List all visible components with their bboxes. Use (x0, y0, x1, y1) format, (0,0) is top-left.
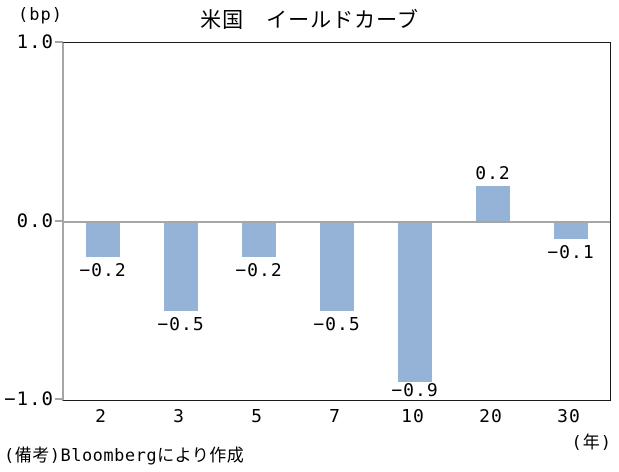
x-tick-label-20: 20 (479, 406, 503, 427)
bar-value-label-10y: −0.9 (391, 380, 439, 401)
y-tick-label: −1.0 (4, 388, 54, 410)
x-tick-label-3: 3 (173, 406, 185, 427)
x-tick-label-5: 5 (251, 406, 263, 427)
chart-title: 米国 イールドカーブ (200, 8, 419, 32)
bar-value-label-2y: −0.2 (79, 260, 127, 282)
bar-value-label-20y: 0.2 (475, 162, 511, 184)
y-tick-mark (55, 41, 63, 43)
plot-area: −0.2 −0.5 −0.2 −0.5 −0.9 0.2 −0.1 (62, 42, 611, 401)
bar-30y (554, 221, 588, 240)
bar-2y (86, 221, 120, 258)
bar-3y (164, 221, 198, 311)
x-tick-label-2: 2 (95, 406, 107, 427)
y-tick-mark (55, 219, 63, 222)
x-axis-unit-label: (年) (571, 433, 612, 453)
bar-5y (242, 221, 276, 258)
y-tick-label: 0.0 (16, 209, 54, 232)
bar-value-label-5y: −0.2 (235, 260, 283, 282)
x-tick-label-7: 7 (329, 406, 341, 427)
bar-value-label-7y: −0.5 (313, 313, 361, 335)
zero-line (64, 220, 610, 223)
bar-7y (320, 221, 354, 311)
x-tick-label-10: 10 (401, 406, 425, 427)
x-tick-label-30: 30 (557, 406, 581, 427)
y-tick-mark (55, 398, 63, 400)
bar-20y (476, 185, 510, 222)
y-axis-unit-label: (bp) (18, 5, 63, 25)
bar-value-label-30y: −0.1 (547, 242, 595, 264)
source-note: (備考)Bloombergにより作成 (4, 446, 245, 466)
y-tick-label: 1.0 (16, 31, 54, 53)
bar-value-label-3y: −0.5 (157, 313, 205, 335)
bar-10y (398, 221, 432, 383)
